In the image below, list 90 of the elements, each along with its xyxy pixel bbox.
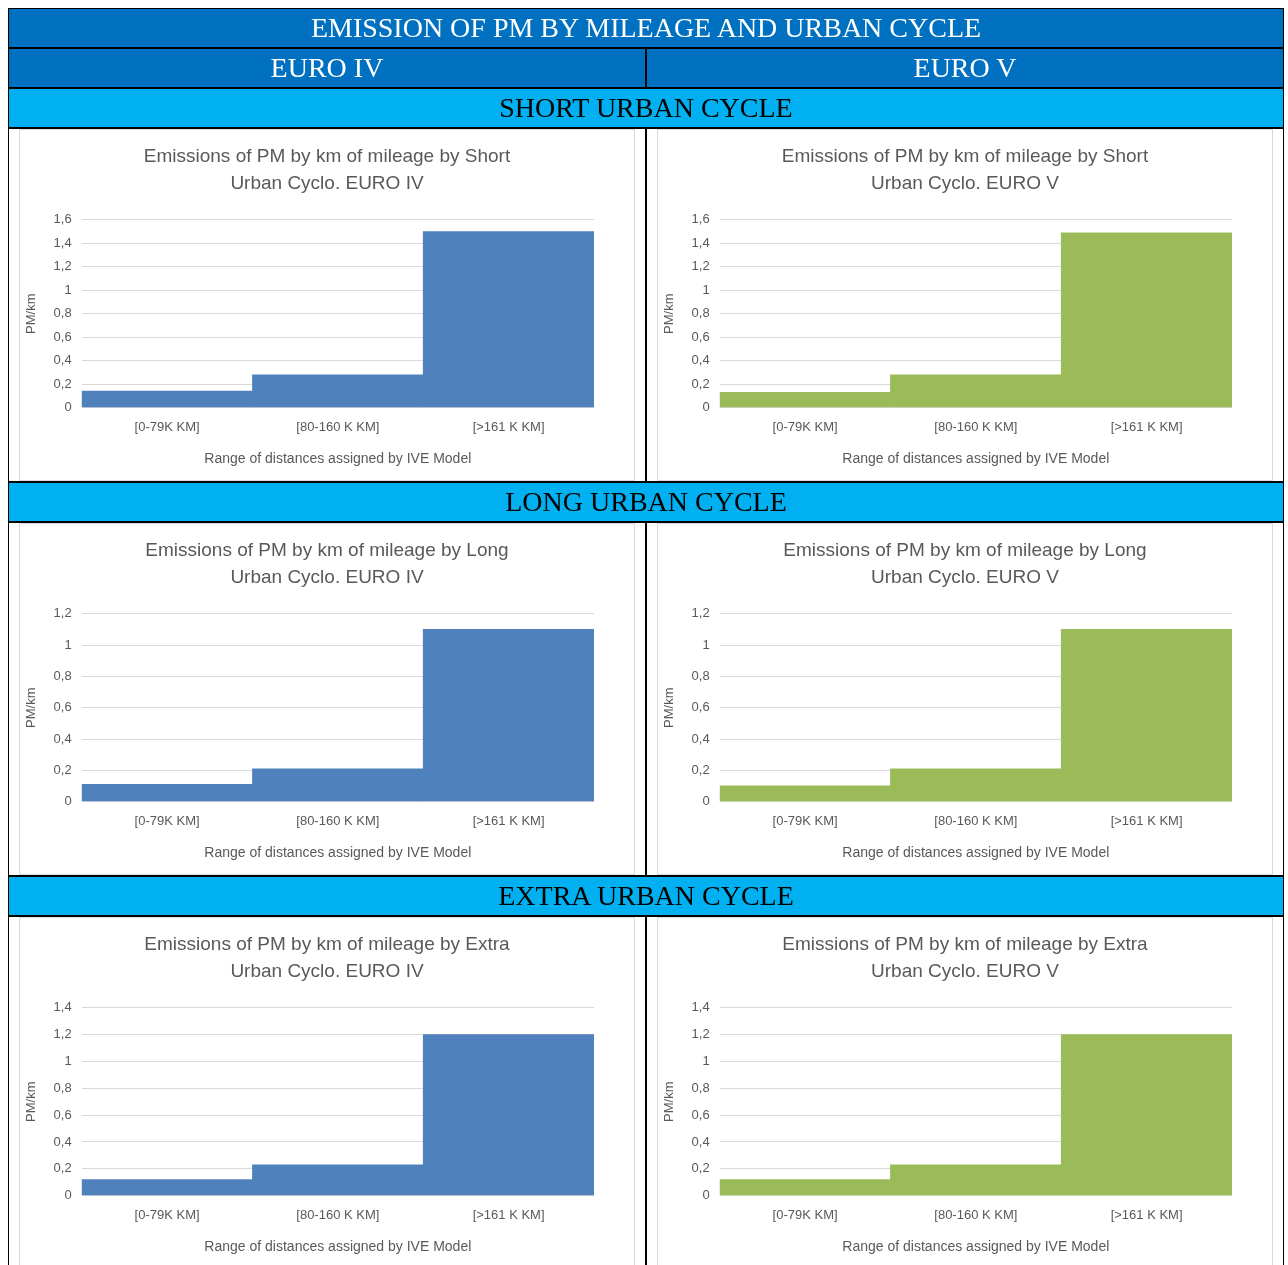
x-tick-label: [>161 K KM] [1110,418,1183,434]
y-tick-label: 0,8 [53,1079,72,1095]
y-tick-label: 1,4 [53,999,72,1015]
y-tick-label: 0,6 [53,328,72,344]
y-axis-title: PM/km [661,293,677,334]
x-tick-label: [0-79K KM] [772,812,838,828]
x-tick-label: [0-79K KM] [134,1206,200,1222]
x-tick-label: [>161 K KM] [1110,812,1183,828]
y-tick-label: 1,2 [691,1026,710,1042]
chart-title: Emissions of PM by km of mileage by Long Urban Cyclo. EURO V [782,538,1148,589]
chart-title: Emissions of PM by km of mileage by Extra Urban Cyclo. EURO IV [143,932,511,983]
y-tick-label: 1 [702,1053,710,1069]
y-axis-title: PM/km [661,687,677,728]
y-tick-label: 0,2 [53,761,72,777]
y-tick-label: 0,2 [691,375,710,391]
y-tick-label: 0 [702,399,710,415]
y-tick-label: 1 [64,1053,72,1069]
x-tick-label: [0-79K KM] [134,418,200,434]
y-tick-label: 0,6 [691,328,710,344]
y-tick-label: 0,8 [691,1079,710,1095]
y-tick-label: 1,4 [691,999,710,1015]
chart-title: Emissions of PM by km of mileage by Long Urban Cyclo. EURO IV [144,538,510,589]
y-tick-label: 1,2 [691,605,710,621]
text: SHORT URBAN CYCLE [9,89,1283,127]
y-tick-label: 0,2 [691,1160,710,1176]
y-tick-label: 0,4 [53,1133,72,1149]
y-tick-label: 0,4 [53,352,72,368]
x-axis-title: Range of distances assigned by IVE Model [204,1238,472,1255]
y-tick-label: 0,8 [691,667,710,683]
text: LONG URBAN CYCLE [9,483,1283,521]
x-tick-label: [>161 K KM] [1110,1206,1183,1222]
y-tick-label: 0 [64,399,72,415]
y-tick-label: 1,2 [53,605,72,621]
x-tick-label: [0-79K KM] [772,1206,838,1222]
text: EURO IV [9,49,645,87]
y-tick-label: 1,6 [691,211,710,227]
y-axis-title: PM/km [23,687,39,728]
x-tick-label: [>161 K KM] [472,812,545,828]
x-tick-label: [>161 K KM] [472,418,545,434]
y-tick-label: 0,6 [53,699,72,715]
y-tick-label: 0,6 [691,699,710,715]
chart-title: Emissions of PM by km of mileage by Short Urban Cyclo. EURO V [780,144,1150,195]
y-tick-label: 0 [64,1187,72,1203]
y-tick-label: 1 [64,636,72,652]
y-tick-label: 1,6 [53,211,72,227]
chart-title: Emissions of PM by km of mileage by Extra Urban Cyclo. EURO V [781,932,1149,983]
x-tick-label: [80-160 K KM] [296,1206,380,1222]
y-tick-label: 0 [64,793,72,809]
y-tick-label: 0,2 [691,761,710,777]
y-axis-title: PM/km [661,1081,677,1122]
x-tick-label: [80-160 K KM] [934,1206,1018,1222]
y-axis-title: PM/km [23,293,39,334]
y-tick-label: 0,4 [691,730,710,746]
x-tick-label: [0-79K KM] [134,812,200,828]
text: EMISSION OF PM BY MILEAGE AND URBAN CYCLE [9,9,1283,47]
y-tick-label: 1,2 [53,1026,72,1042]
x-axis-title: Range of distances assigned by IVE Model [842,844,1110,861]
y-tick-label: 1,2 [691,258,710,274]
y-tick-label: 1 [64,281,72,297]
y-tick-label: 1,4 [691,234,710,250]
text: EXTRA URBAN CYCLE [9,877,1283,915]
x-tick-label: [80-160 K KM] [934,812,1018,828]
x-tick-label: [80-160 K KM] [296,812,380,828]
y-tick-label: 0,4 [691,352,710,368]
y-axis-title: PM/km [23,1081,39,1122]
y-tick-label: 0 [702,1187,710,1203]
x-axis-title: Range of distances assigned by IVE Model [842,450,1110,467]
y-tick-label: 0,8 [53,667,72,683]
x-tick-label: [0-79K KM] [772,418,838,434]
y-tick-label: 0,8 [53,305,72,321]
y-tick-label: 0,8 [691,305,710,321]
y-tick-label: 1,2 [53,258,72,274]
x-tick-label: [80-160 K KM] [934,418,1018,434]
y-tick-label: 0,6 [53,1106,72,1122]
text: EURO V [645,49,1283,87]
y-tick-label: 1,4 [53,234,72,250]
y-tick-label: 0,2 [53,1160,72,1176]
x-tick-label: [80-160 K KM] [296,418,380,434]
y-tick-label: 0,2 [53,375,72,391]
y-tick-label: 0 [702,793,710,809]
x-axis-title: Range of distances assigned by IVE Model [842,1238,1110,1255]
y-tick-label: 0,6 [691,1106,710,1122]
y-tick-label: 1 [702,636,710,652]
x-tick-label: [>161 K KM] [472,1206,545,1222]
x-axis-title: Range of distances assigned by IVE Model [204,844,472,861]
y-tick-label: 1 [702,281,710,297]
y-tick-label: 0,4 [53,730,72,746]
x-axis-title: Range of distances assigned by IVE Model [204,450,472,467]
y-tick-label: 0,4 [691,1133,710,1149]
chart-title: Emissions of PM by km of mileage by Short Urban Cyclo. EURO IV [142,144,512,195]
